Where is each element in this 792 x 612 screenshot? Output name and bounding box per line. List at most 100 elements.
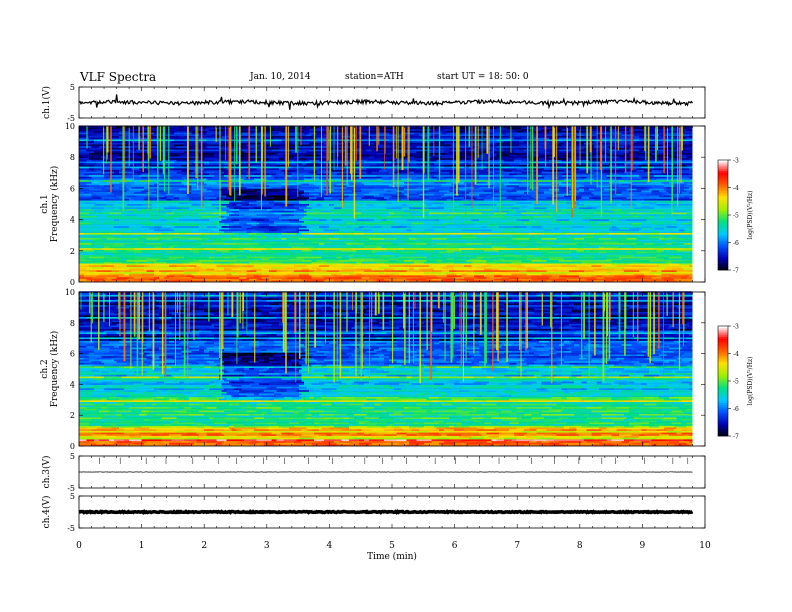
panel-2-cell <box>326 183 332 186</box>
panel-2-cell <box>334 249 342 252</box>
panel-2-cell <box>219 220 234 223</box>
panel-2-cell <box>634 256 644 259</box>
panel-2-cell <box>664 268 672 271</box>
panel-2-cell <box>621 263 629 266</box>
panel-2-cell <box>209 232 219 235</box>
panel-2-cell <box>651 169 659 172</box>
panel-2-cell <box>201 195 212 198</box>
panel-2-cell <box>536 241 542 244</box>
panel-2-cell <box>99 146 112 148</box>
panel-2-cell <box>299 156 314 159</box>
panel-2-cell <box>556 207 567 210</box>
panel-2-cell <box>166 244 172 247</box>
panel-2-cell <box>154 263 169 266</box>
panel-2-cell <box>564 147 569 150</box>
panel-2-cell <box>431 236 447 238</box>
panel-2-cell <box>136 244 152 247</box>
panel-2-cell <box>539 236 554 238</box>
panel-2-cell <box>316 208 324 211</box>
panel-2-cell <box>354 185 364 187</box>
panel-2-cell <box>241 261 249 264</box>
panel-2-cell <box>119 225 129 228</box>
panel-2-cell <box>499 258 504 261</box>
panel-2-cell <box>454 265 464 267</box>
panel-2-cell <box>314 227 322 230</box>
panel-2-cell <box>446 256 462 259</box>
panel-2-cell <box>576 249 584 252</box>
panel-2-cell <box>164 253 177 255</box>
panel-2-cell <box>266 242 274 245</box>
panel-2-cell <box>384 276 397 279</box>
panel-2-cell <box>326 152 339 155</box>
panel-2-cell <box>616 186 632 189</box>
panel-2-cell <box>306 265 319 267</box>
panel-2-cell <box>426 278 432 281</box>
panel-2-cell <box>166 191 182 194</box>
panel-2-cell <box>549 261 562 264</box>
panel-2-cell <box>504 214 514 216</box>
panel-2-cell <box>134 276 142 279</box>
panel-2-cell <box>134 146 147 148</box>
panel-2-cell <box>354 278 362 281</box>
panel-2-cell <box>479 232 489 235</box>
panel-2-cell <box>506 185 519 187</box>
panel-2-cell <box>256 280 272 283</box>
panel-2-cell <box>271 254 282 257</box>
panel-2-cell <box>129 156 142 159</box>
panel-2-cell <box>166 251 174 254</box>
panel-2-cell <box>114 236 119 238</box>
panel-2-cell <box>391 214 397 216</box>
panel-2-cell <box>99 208 112 211</box>
panel-2-cell <box>186 258 197 261</box>
panel-2-cell <box>79 171 84 174</box>
panel-2-cell <box>541 203 549 206</box>
panel-2-cell <box>499 263 507 266</box>
panel-2-cell <box>429 198 437 201</box>
panel-2-cell <box>104 185 114 187</box>
panel-2-cell <box>474 163 489 165</box>
panel-2-cell <box>91 276 107 279</box>
panel-2-cell <box>351 263 359 266</box>
panel-2-cell <box>414 261 419 264</box>
panel-2-cell <box>256 168 262 170</box>
panel-2-cell <box>579 273 594 276</box>
panel-2-cell <box>519 227 527 230</box>
panel-2-cell <box>214 268 219 271</box>
panel-2-cell <box>156 232 162 235</box>
panel-2-cell <box>511 273 527 276</box>
panel-2-cell <box>149 159 162 162</box>
panel-2-cell <box>474 161 489 164</box>
panel-2-cell <box>176 180 189 182</box>
panel-2-cell <box>671 251 682 254</box>
panel-2-cell <box>264 244 272 247</box>
panel-2-cell <box>196 258 202 261</box>
panel-2-cell <box>79 273 84 276</box>
panel-2-cell <box>324 161 334 164</box>
panel-2-cell <box>151 249 162 252</box>
panel-2-cell <box>214 174 224 177</box>
panel-2-cell <box>306 173 317 176</box>
panel-2-cell <box>296 254 307 257</box>
panel-2-cell <box>266 236 274 238</box>
panel-2-cell <box>209 173 222 176</box>
panel-2-cell <box>226 195 234 198</box>
panel-2-cell <box>589 208 599 211</box>
panel-2-cell <box>329 151 334 153</box>
panel-2-cell <box>266 208 272 211</box>
panel-2-cell <box>576 203 584 206</box>
panel-2-cell <box>204 248 217 250</box>
panel-2-cell <box>479 176 489 179</box>
panel-2-cell <box>449 171 459 174</box>
panel-2-cell <box>539 176 544 179</box>
panel-2-cell <box>379 161 392 164</box>
panel-2-cell <box>204 200 212 203</box>
panel-2-cell <box>551 253 559 255</box>
panel-2-cell <box>399 242 407 245</box>
panel-2-cell <box>649 236 664 238</box>
panel-2-cell <box>409 275 422 278</box>
panel-2-cell <box>376 205 392 208</box>
panel-2-cell <box>311 251 324 254</box>
panel-2-cell <box>319 178 327 181</box>
panel-2-cell <box>441 259 452 262</box>
panel-2-cell <box>106 168 122 170</box>
